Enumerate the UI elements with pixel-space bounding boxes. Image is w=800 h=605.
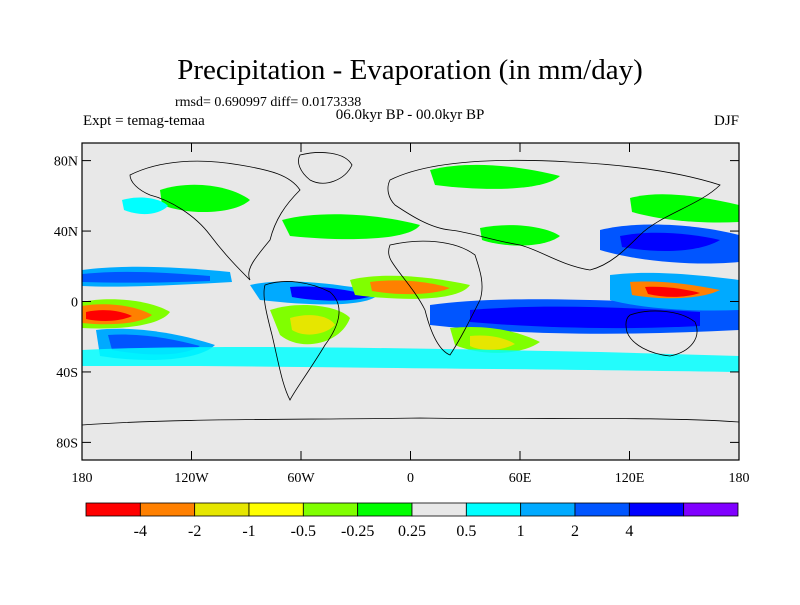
colorbar-swatch (411, 502, 467, 517)
longitude-ticks: 180 120W 60W 0 60E 120E 180 (72, 143, 750, 486)
colorbar-swatch (85, 502, 141, 517)
colorbar-swatch (139, 502, 196, 517)
americas-wet (250, 281, 380, 345)
colorbar-label: 4 (625, 523, 633, 540)
stats-label: rmsd= 0.690997 diff= 0.0173338 (175, 95, 361, 110)
pacific-west-band (82, 266, 232, 287)
colorbar-label: -4 (134, 523, 147, 540)
lon-tick-label: 120W (174, 471, 209, 486)
colorbar-swatch (520, 502, 576, 517)
colorbar-label: -2 (188, 523, 201, 540)
field-contours (82, 152, 739, 426)
north-atlantic-band (122, 184, 420, 240)
africa-outline (388, 240, 483, 356)
antarctica-outline (82, 417, 739, 426)
colorbar-label: -0.25 (341, 523, 374, 540)
latitude-ticks: 80N 40N 0 40S 80S (54, 155, 739, 451)
colorbar: -4 -2 -1 -0.5 -0.25 0.25 0.5 1 2 4 (85, 502, 739, 540)
lon-tick-label: 60E (509, 471, 532, 486)
eurasia-patches (430, 164, 560, 246)
season-label: DJF (714, 113, 739, 129)
lon-tick-label: 0 (407, 471, 414, 486)
colorbar-swatch (574, 502, 630, 517)
north-america-outline (129, 160, 301, 281)
north-pacific-storm-track (600, 194, 739, 264)
australia-outline (625, 310, 698, 357)
lat-tick-label: 40N (54, 225, 78, 240)
west-pacific-warm-pool (610, 272, 739, 311)
south-america-outline (263, 281, 340, 401)
lon-tick-label: 180 (729, 471, 750, 486)
colorbar-label: 2 (571, 523, 579, 540)
colorbar-label: 0.25 (398, 523, 426, 540)
colorbar-swatch (465, 502, 522, 517)
period-label: 06.0kyr BP - 00.0kyr BP (336, 107, 485, 123)
lon-tick-label: 60W (287, 471, 315, 486)
lat-tick-label: 80N (54, 155, 78, 170)
lon-tick-label: 180 (72, 471, 93, 486)
lon-tick-label: 120E (615, 471, 645, 486)
colorbar-label: -0.5 (291, 523, 316, 540)
lat-tick-label: 80S (56, 436, 78, 451)
figure-title: Precipitation - Evaporation (in mm/day) (177, 54, 643, 86)
greenland-outline (298, 152, 353, 184)
expt-label: Expt = temag-temaa (83, 113, 205, 129)
colorbar-swatch (357, 502, 413, 517)
colorbar-label: 1 (517, 523, 525, 540)
lat-tick-label: 0 (71, 296, 78, 311)
colorbar-label: -1 (242, 523, 255, 540)
atlantic-itcz (350, 275, 470, 299)
coastlines (82, 152, 739, 426)
colorbar-swatch (628, 502, 685, 517)
pacific-southwest-dry (82, 299, 170, 329)
colorbar-label: 0.5 (456, 523, 476, 540)
colorbar-swatch (194, 502, 250, 517)
colorbar-swatch (248, 502, 304, 517)
lat-tick-label: 40S (56, 366, 78, 381)
eurasia-outline (387, 159, 721, 271)
southern-ocean-band (82, 346, 739, 372)
colorbar-swatch (683, 502, 739, 517)
colorbar-swatch (302, 502, 359, 517)
